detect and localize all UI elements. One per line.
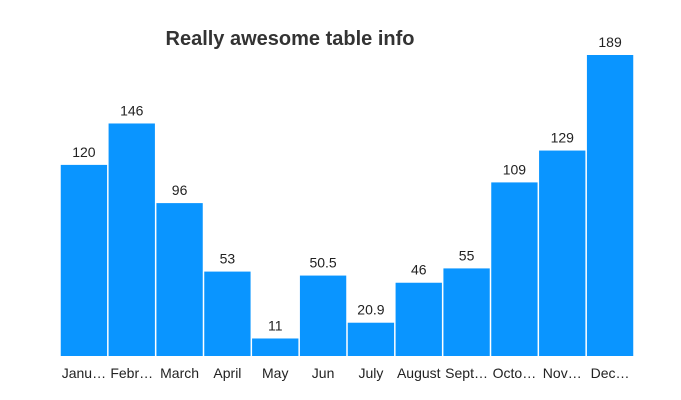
tick-label-september: Sept… (445, 365, 488, 381)
value-label-february: 146 (120, 102, 144, 118)
tick-label-january: Janu… (62, 365, 106, 381)
value-label-january: 120 (72, 144, 96, 160)
tick-label-october: Octo… (493, 365, 537, 381)
bar-july (347, 322, 395, 356)
bar-december (586, 55, 634, 356)
tick-label-december: Dec… (591, 365, 630, 381)
tick-label-march: March (160, 365, 199, 381)
bar-may (252, 338, 299, 356)
tick-label-jun: Jun (312, 365, 335, 381)
value-label-december: 189 (598, 34, 622, 50)
bar-november (539, 150, 586, 356)
tick-label-may: May (262, 365, 288, 381)
bar-march (156, 203, 203, 356)
bar-august (395, 282, 442, 356)
tick-label-april: April (213, 365, 241, 381)
value-label-november: 129 (551, 130, 575, 146)
tick-label-august: August (397, 365, 441, 381)
value-label-september: 55 (459, 247, 475, 263)
tick-label-february: Febr… (110, 365, 153, 381)
bars-group (60, 55, 634, 356)
value-label-october: 109 (503, 161, 527, 177)
bar-october (491, 182, 538, 356)
value-label-april: 53 (220, 251, 236, 267)
chart-title: Really awesome table info (166, 28, 415, 50)
value-label-july: 20.9 (357, 302, 384, 318)
value-label-jun: 50.5 (309, 255, 336, 271)
bar-february (108, 123, 155, 356)
bar-january (60, 164, 108, 356)
bar-jun (299, 275, 347, 356)
value-label-may: 11 (268, 317, 283, 333)
x-axis-tick-labels: Janu… Febr… March April May Jun July August Sept… (62, 365, 630, 381)
bar-september (443, 268, 490, 356)
value-label-march: 96 (172, 182, 188, 198)
tick-label-july: July (358, 365, 383, 381)
value-label-august: 46 (411, 262, 427, 278)
tick-label-november: Nov… (543, 365, 582, 381)
bar-april (204, 271, 251, 356)
value-labels-group: 120 146 96 53 11 50.5 20.9 46 55 109 129 189 (72, 34, 622, 333)
